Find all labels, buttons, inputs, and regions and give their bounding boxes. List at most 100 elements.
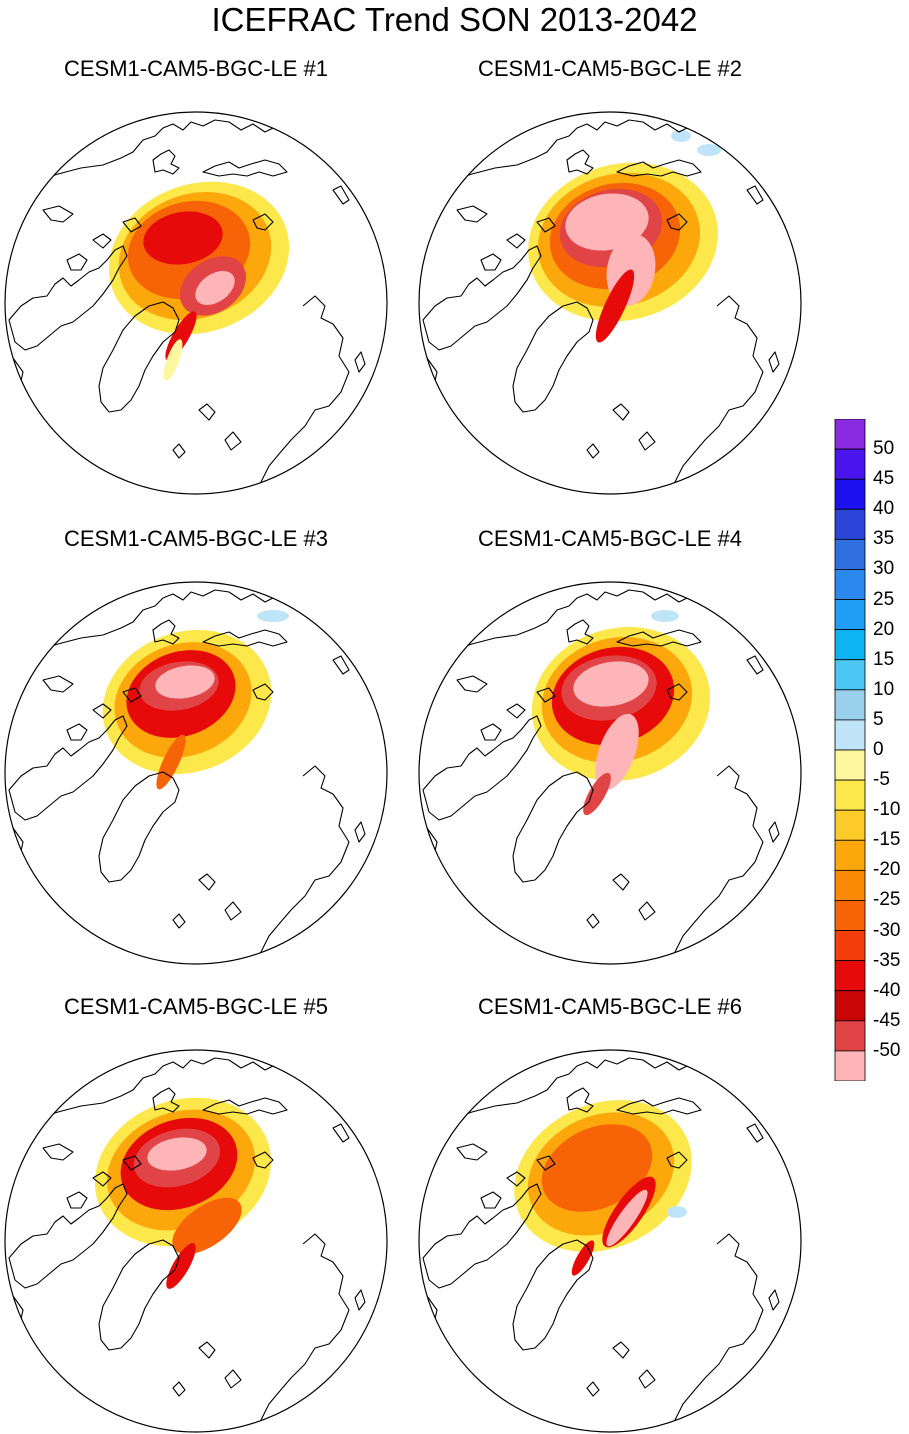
colorbar: 50 45 40 35 30 25 20 15 10 5 0 -5 -10 -15 -20 -25 -30 -35… — [834, 419, 909, 1081]
coastline — [480, 1191, 502, 1209]
ice-trend-area — [697, 144, 721, 156]
colorbar-label: -10 — [873, 799, 901, 821]
coastline — [98, 301, 180, 413]
coastline — [98, 1239, 180, 1351]
coastline — [422, 715, 542, 821]
colorbar-label: -5 — [873, 769, 890, 791]
ice-trend-area — [541, 1124, 653, 1212]
ice-trend-area — [155, 665, 215, 699]
coastline — [422, 245, 542, 351]
colorbar-box — [834, 839, 866, 871]
map-boundary — [418, 581, 802, 965]
colorbar-box — [834, 659, 866, 691]
coastline — [66, 723, 88, 741]
colorbar-box — [834, 869, 866, 901]
coastline — [768, 821, 780, 843]
polar-map — [418, 111, 802, 495]
ice-trend-area — [257, 610, 289, 622]
map-panel-2: CESM1-CAM5-BGC-LE #2 — [414, 56, 806, 496]
coastline — [42, 205, 74, 223]
colorbar-label: -50 — [873, 1039, 901, 1061]
coastline — [252, 683, 274, 701]
coastline — [8, 245, 128, 351]
coastline — [512, 1239, 594, 1351]
coastline — [566, 1087, 594, 1113]
colorbar-label: -40 — [873, 979, 901, 1001]
map-boundary — [418, 1049, 802, 1433]
coastline — [612, 873, 630, 891]
colorbar-box — [834, 990, 866, 1022]
ice-trend-area — [573, 661, 649, 707]
ice-trend-area — [606, 1189, 648, 1247]
coastline — [202, 629, 288, 647]
coastline — [566, 619, 594, 645]
colorbar-box — [834, 1050, 866, 1081]
coastline — [666, 1233, 764, 1432]
ice-trend-area — [163, 339, 183, 381]
coastline — [616, 1097, 702, 1115]
colorbar-box — [834, 478, 866, 510]
map-panel-5: CESM1-CAM5-BGC-LE #5 — [0, 994, 392, 1434]
coastline — [98, 771, 180, 883]
coastline — [198, 1341, 216, 1359]
coastline — [512, 301, 594, 413]
coastline — [456, 205, 488, 223]
coastline — [224, 1369, 242, 1389]
polar-map — [418, 581, 802, 965]
coastline — [172, 443, 186, 459]
ice-trend-area — [143, 211, 223, 265]
panel-title: CESM1-CAM5-BGC-LE #6 — [477, 994, 743, 1019]
coastline — [536, 687, 556, 703]
coastline — [536, 1155, 556, 1171]
coastline — [224, 431, 242, 451]
colorbar-label: 35 — [873, 528, 895, 550]
coastline — [506, 1171, 526, 1187]
ice-trend-area — [172, 1197, 242, 1255]
colorbar-box — [834, 448, 866, 480]
coastline — [616, 159, 702, 177]
colorbar-label: 20 — [873, 618, 895, 640]
coastline — [586, 913, 600, 929]
ice-trend-area — [583, 772, 611, 816]
coastline — [202, 159, 288, 177]
coastline — [152, 619, 180, 645]
polar-map — [4, 581, 388, 965]
colorbar-boxes — [834, 419, 866, 1081]
coastline — [746, 1123, 764, 1143]
colorbar-label: -45 — [873, 1009, 901, 1031]
coastline — [122, 217, 142, 233]
map-boundary — [4, 1049, 388, 1433]
colorbar-label: 30 — [873, 558, 895, 580]
colorbar-box — [834, 749, 866, 781]
coastline — [252, 213, 274, 231]
coastline — [122, 1155, 142, 1171]
coastline — [746, 655, 764, 675]
coastline — [666, 765, 764, 964]
coastline — [354, 1289, 366, 1311]
map-panel-1: CESM1-CAM5-BGC-LE #1 — [0, 56, 392, 496]
coastline — [456, 1143, 488, 1161]
coastline — [202, 1097, 288, 1115]
coastline — [768, 351, 780, 373]
polar-map — [4, 111, 388, 495]
panel-title: CESM1-CAM5-BGC-LE #5 — [63, 994, 329, 1019]
colorbar-box — [834, 569, 866, 600]
ice-trend-area — [166, 1243, 196, 1289]
colorbar-label: 10 — [873, 678, 895, 700]
coastline — [422, 1183, 542, 1289]
colorbar-box — [834, 809, 866, 841]
coastline — [768, 1289, 780, 1311]
figure-title: ICEFRAC Trend SON 2013-2042 — [211, 1, 698, 38]
coastline — [536, 217, 556, 233]
coastline — [8, 715, 128, 821]
ice-trend-area — [195, 270, 235, 306]
panel-title: CESM1-CAM5-BGC-LE #3 — [63, 526, 329, 551]
coastline — [92, 233, 112, 249]
coastline — [332, 655, 350, 675]
coastline — [252, 765, 350, 964]
ice-trend-area — [595, 269, 635, 343]
coastline — [566, 149, 594, 175]
colorbar-box — [834, 1020, 866, 1052]
coastline — [252, 1233, 350, 1432]
colorbar-box — [834, 419, 866, 450]
